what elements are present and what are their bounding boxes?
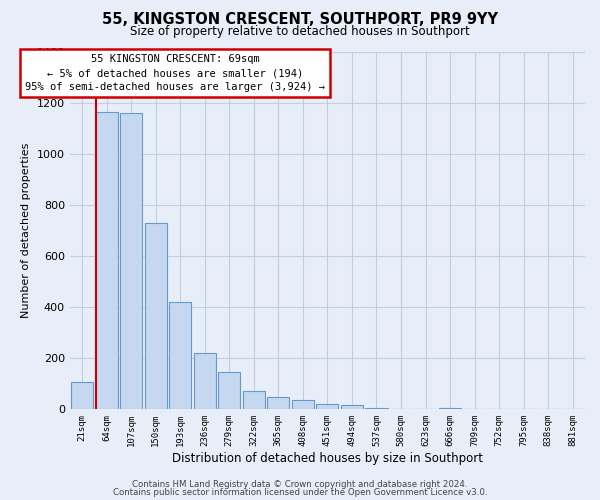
Text: Contains public sector information licensed under the Open Government Licence v3: Contains public sector information licen… xyxy=(113,488,487,497)
Bar xyxy=(218,372,240,410)
Bar xyxy=(267,396,289,409)
Bar xyxy=(316,404,338,409)
Bar xyxy=(439,408,461,410)
Bar xyxy=(341,406,363,409)
Text: Size of property relative to detached houses in Southport: Size of property relative to detached ho… xyxy=(130,25,470,38)
Text: 55 KINGSTON CRESCENT: 69sqm
← 5% of detached houses are smaller (194)
95% of sem: 55 KINGSTON CRESCENT: 69sqm ← 5% of deta… xyxy=(25,54,325,92)
Bar xyxy=(292,400,314,409)
Bar xyxy=(194,353,216,410)
Bar xyxy=(243,390,265,409)
Bar xyxy=(169,302,191,410)
Text: 55, KINGSTON CRESCENT, SOUTHPORT, PR9 9YY: 55, KINGSTON CRESCENT, SOUTHPORT, PR9 9Y… xyxy=(102,12,498,28)
Bar xyxy=(95,112,118,410)
Y-axis label: Number of detached properties: Number of detached properties xyxy=(21,142,31,318)
Bar xyxy=(71,382,93,409)
Bar xyxy=(120,113,142,410)
Bar xyxy=(365,408,388,410)
Text: Contains HM Land Registry data © Crown copyright and database right 2024.: Contains HM Land Registry data © Crown c… xyxy=(132,480,468,489)
X-axis label: Distribution of detached houses by size in Southport: Distribution of detached houses by size … xyxy=(172,452,483,465)
Bar xyxy=(145,222,167,410)
